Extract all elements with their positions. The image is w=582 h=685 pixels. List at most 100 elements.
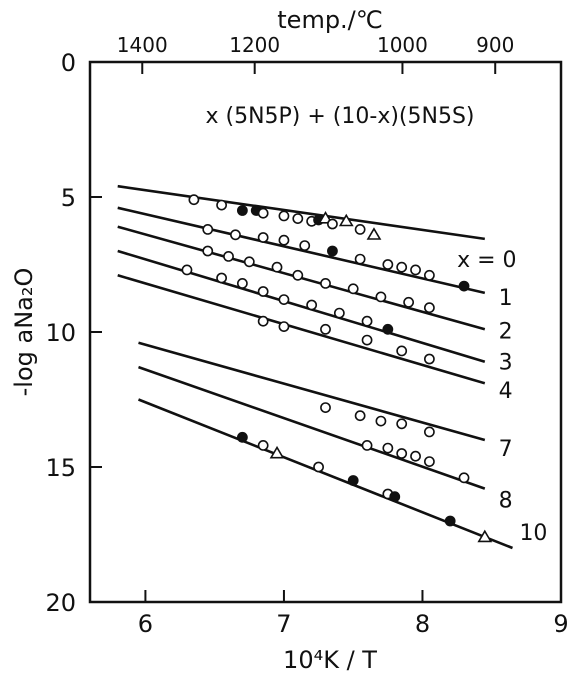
data-point-open: [354, 253, 366, 265]
ticks-group: 6 7 8 9 0 5 10 15 20 1400 1200 1000 900: [45, 33, 568, 638]
fit-lines-group: [117, 184, 513, 550]
data-point-open: [396, 345, 408, 357]
data-point-open: [257, 286, 269, 297]
data-point-open: [278, 234, 290, 246]
data-point-open: [278, 321, 290, 332]
data-point-filled: [458, 280, 470, 292]
top-tick-label: 1000: [377, 33, 428, 57]
data-point-open: [423, 426, 435, 438]
series-line: [117, 249, 486, 363]
series-label: 4: [499, 379, 513, 404]
data-point-open: [181, 264, 193, 276]
data-point-filled: [236, 431, 248, 443]
data-point-open: [361, 315, 373, 327]
series-label: 10: [519, 521, 547, 546]
series-line: [117, 184, 485, 241]
data-point-filled: [382, 323, 394, 335]
data-point-open: [361, 334, 373, 346]
labels-group: x = 0 1 2 3 4 7 810: [457, 248, 547, 546]
series-line: [138, 365, 486, 490]
data-point-open: [320, 323, 331, 335]
data-point-open: [347, 283, 359, 295]
data-point-open: [423, 456, 435, 467]
data-point-filled: [236, 205, 248, 216]
data-point-open: [202, 223, 214, 235]
series-label: 2: [499, 320, 513, 345]
data-point-triangle: [269, 445, 285, 459]
data-point-open: [299, 240, 311, 251]
data-point-open: [354, 223, 366, 235]
data-point-open: [271, 261, 283, 273]
x-tick-label: 7: [276, 610, 291, 638]
series-line: [117, 274, 486, 385]
data-point-open: [410, 264, 421, 276]
data-point-open: [396, 418, 408, 430]
y-tick-label: 15: [45, 454, 76, 482]
data-point-triangle: [318, 211, 333, 224]
data-point-open: [216, 199, 228, 211]
data-point-open: [320, 277, 331, 289]
data-point-open: [223, 250, 234, 262]
data-point-open: [382, 259, 394, 270]
data-point-open: [423, 302, 435, 314]
data-point-open: [327, 218, 338, 230]
series-line: [138, 341, 486, 442]
series-label: 1: [499, 286, 513, 311]
series-label: 7: [499, 437, 513, 462]
data-points-group: [181, 194, 493, 543]
data-point-open: [313, 461, 324, 473]
data-point-open: [257, 315, 269, 327]
data-point-open: [292, 269, 304, 281]
top-tick-label: 1200: [229, 33, 280, 57]
series-label: x = 0: [457, 248, 516, 273]
data-point-open: [257, 439, 269, 451]
data-point-open: [243, 256, 255, 268]
series-label: 3: [499, 351, 513, 376]
data-point-filled: [444, 515, 456, 527]
data-point-triangle: [338, 213, 354, 227]
x-axis-label: 10⁴K / T: [283, 646, 377, 674]
data-point-open: [278, 294, 290, 305]
x-tick-label: 9: [553, 610, 568, 638]
data-point-filled: [327, 245, 338, 257]
y-tick-label: 5: [61, 184, 76, 212]
data-point-open: [278, 210, 290, 222]
top-tick-label: 1400: [117, 33, 168, 57]
y-tick-label: 0: [61, 49, 76, 77]
data-point-open: [375, 291, 387, 303]
chart-title: x (5N5P) + (10-x)(5N5S): [205, 104, 474, 129]
data-point-open: [320, 402, 331, 413]
data-point-open: [423, 269, 435, 281]
data-point-open: [236, 277, 248, 289]
data-point-open: [333, 307, 345, 319]
data-point-filled: [347, 475, 359, 486]
data-point-open: [403, 296, 415, 308]
data-point-open: [257, 232, 269, 243]
y-tick-label: 20: [45, 589, 76, 617]
data-point-open: [306, 299, 318, 311]
data-point-open: [375, 415, 387, 427]
y-tick-label: 10: [45, 319, 76, 347]
data-point-open: [410, 450, 421, 462]
series-label: 8: [499, 488, 513, 513]
data-point-open: [188, 194, 200, 206]
data-point-triangle: [366, 227, 382, 240]
series-line: [138, 398, 513, 550]
series-line: [117, 206, 486, 295]
data-point-open: [396, 261, 408, 273]
data-point-open: [396, 448, 408, 459]
data-point-open: [216, 272, 228, 284]
data-point-open: [458, 472, 470, 484]
data-point-triangle: [477, 529, 493, 543]
data-point-open: [423, 353, 435, 365]
data-point-open: [202, 245, 214, 257]
data-point-filled: [389, 491, 401, 503]
data-point-open: [292, 213, 304, 224]
data-point-open: [361, 439, 373, 451]
data-point-open: [230, 229, 241, 241]
x-tick-label: 8: [415, 610, 430, 638]
data-point-open: [354, 410, 366, 422]
y-axis-label: -log aNa₂O: [10, 268, 38, 397]
